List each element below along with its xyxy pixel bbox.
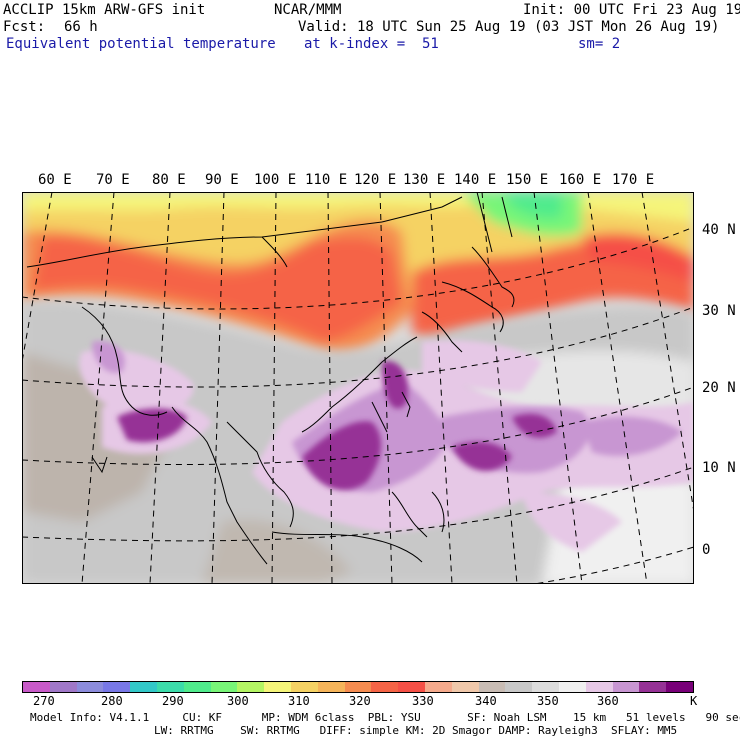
colorbar-label: 330 [412,694,434,708]
lon-label: 150 E [506,172,549,188]
lon-label: 130 E [403,172,446,188]
theta-e-map [22,192,694,584]
colorbar-swatch [451,682,479,692]
colorbar-unit: K [690,694,698,708]
colorbar-swatch [532,682,559,692]
colorbar-swatch [317,682,345,692]
color-bar [22,681,694,693]
colorbar-swatch [639,682,667,692]
colorbar-swatch [478,682,506,692]
model-info-line2: LW: RRTMG SW: RRTMG DIFF: simple KM: 2D … [154,724,678,737]
colorbar-swatch [23,682,50,692]
lat-label: 10 N [702,460,736,476]
lon-label: 160 E [559,172,602,188]
lat-label: 0 [702,542,711,558]
lon-label: 90 E [205,172,239,188]
colorbar-label: 300 [227,694,249,708]
organization: NCAR/MMM [274,2,342,18]
colorbar-swatch [264,682,291,692]
colorbar-label: 310 [288,694,310,708]
colorbar-swatch [290,682,318,692]
colorbar-swatch [666,682,693,692]
colorbar-label: 340 [475,694,497,708]
model-info-line1: Model Info: V4.1.1 CU: KF MP: WDM 6class… [30,711,740,724]
lon-label: 140 E [454,172,497,188]
valid-time: Valid: 18 UTC Sun 25 Aug 19 (03 JST Mon … [298,19,720,35]
colorbar-label: 270 [33,694,55,708]
colorbar-swatch [424,682,452,692]
lon-label: 120 E [354,172,397,188]
colorbar-swatch [612,682,640,692]
colorbar-swatch [558,682,586,692]
lat-label: 30 N [702,303,736,319]
forecast-label: Fcst: [3,19,46,35]
lon-label: 100 E [254,172,297,188]
colorbar-swatch [156,682,184,692]
smoothing: sm= 2 [578,36,621,52]
colorbar-swatch [130,682,157,692]
lon-label: 70 E [96,172,130,188]
colorbar-swatch [183,682,211,692]
colorbar-swatch [398,682,425,692]
colorbar-swatch [103,682,131,692]
level-index: at k-index = 51 [304,36,439,52]
lat-label: 20 N [702,380,736,396]
lat-label: 40 N [702,222,736,238]
colorbar-swatch [505,682,533,692]
init-time: Init: 00 UTC Fri 23 Aug 19 [523,2,740,18]
lon-label: 170 E [612,172,655,188]
colorbar-label: 290 [162,694,184,708]
colorbar-swatch [585,682,613,692]
colorbar-swatch [76,682,104,692]
lon-label: 110 E [305,172,348,188]
colorbar-label: 360 [597,694,619,708]
lon-label: 80 E [152,172,186,188]
field-name: Equivalent potential temperature [6,36,276,52]
colorbar-swatch [237,682,265,692]
forecast-hours: 66 h [64,19,98,35]
colorbar-label: 350 [537,694,559,708]
colorbar-label: 320 [349,694,371,708]
colorbar-swatch [49,682,77,692]
colorbar-swatch [210,682,238,692]
colorbar-swatch [344,682,372,692]
lon-label: 60 E [38,172,72,188]
colorbar-label: 280 [101,694,123,708]
colorbar-swatch [371,682,399,692]
model-title: ACCLIP 15km ARW-GFS init [3,2,206,18]
